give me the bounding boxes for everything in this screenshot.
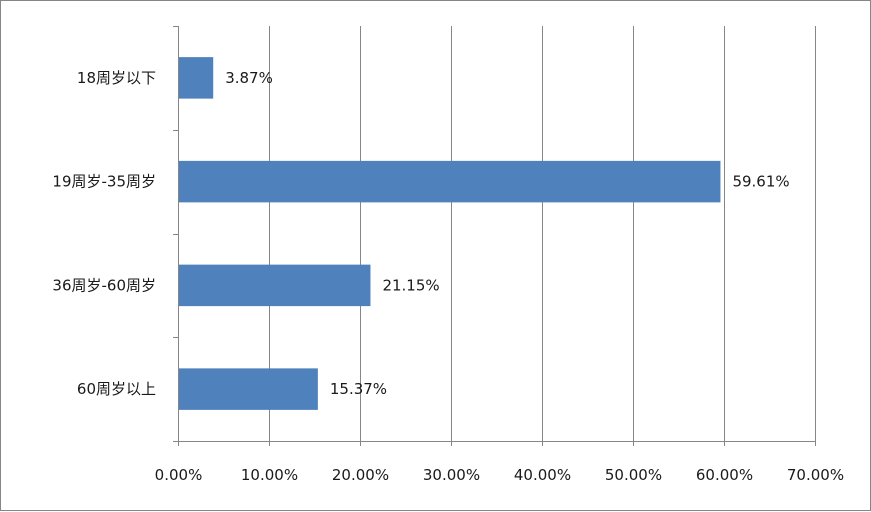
x-tick-label: 70.00% [787, 466, 844, 484]
x-tick-label: 60.00% [696, 466, 753, 484]
x-tick-label: 0.00% [155, 466, 203, 484]
category-label: 36周岁-60周岁 [52, 276, 156, 294]
bar [179, 57, 214, 99]
bar [179, 264, 371, 307]
bar [179, 368, 318, 410]
x-tick-label: 10.00% [241, 466, 298, 484]
bars [179, 57, 721, 410]
data-label: 3.87% [225, 69, 273, 87]
data-label: 59.61% [732, 173, 789, 191]
x-tick-label: 30.00% [423, 466, 480, 484]
bar [179, 160, 721, 203]
category-label: 60周岁以上 [77, 380, 156, 398]
labels: 0.00% 10.00% 20.00% 30.00% 40.00% 50.00% 60.00… [52, 69, 844, 484]
x-tick-label: 20.00% [332, 466, 389, 484]
category-label: 18周岁以下 [77, 69, 156, 87]
data-label: 21.15% [382, 276, 439, 294]
data-label: 15.37% [330, 380, 387, 398]
category-label: 19周岁-35周岁 [52, 173, 156, 191]
x-tick-label: 40.00% [514, 466, 571, 484]
axes [173, 26, 816, 446]
x-tick-label: 50.00% [605, 466, 662, 484]
gridlines [269, 26, 816, 441]
